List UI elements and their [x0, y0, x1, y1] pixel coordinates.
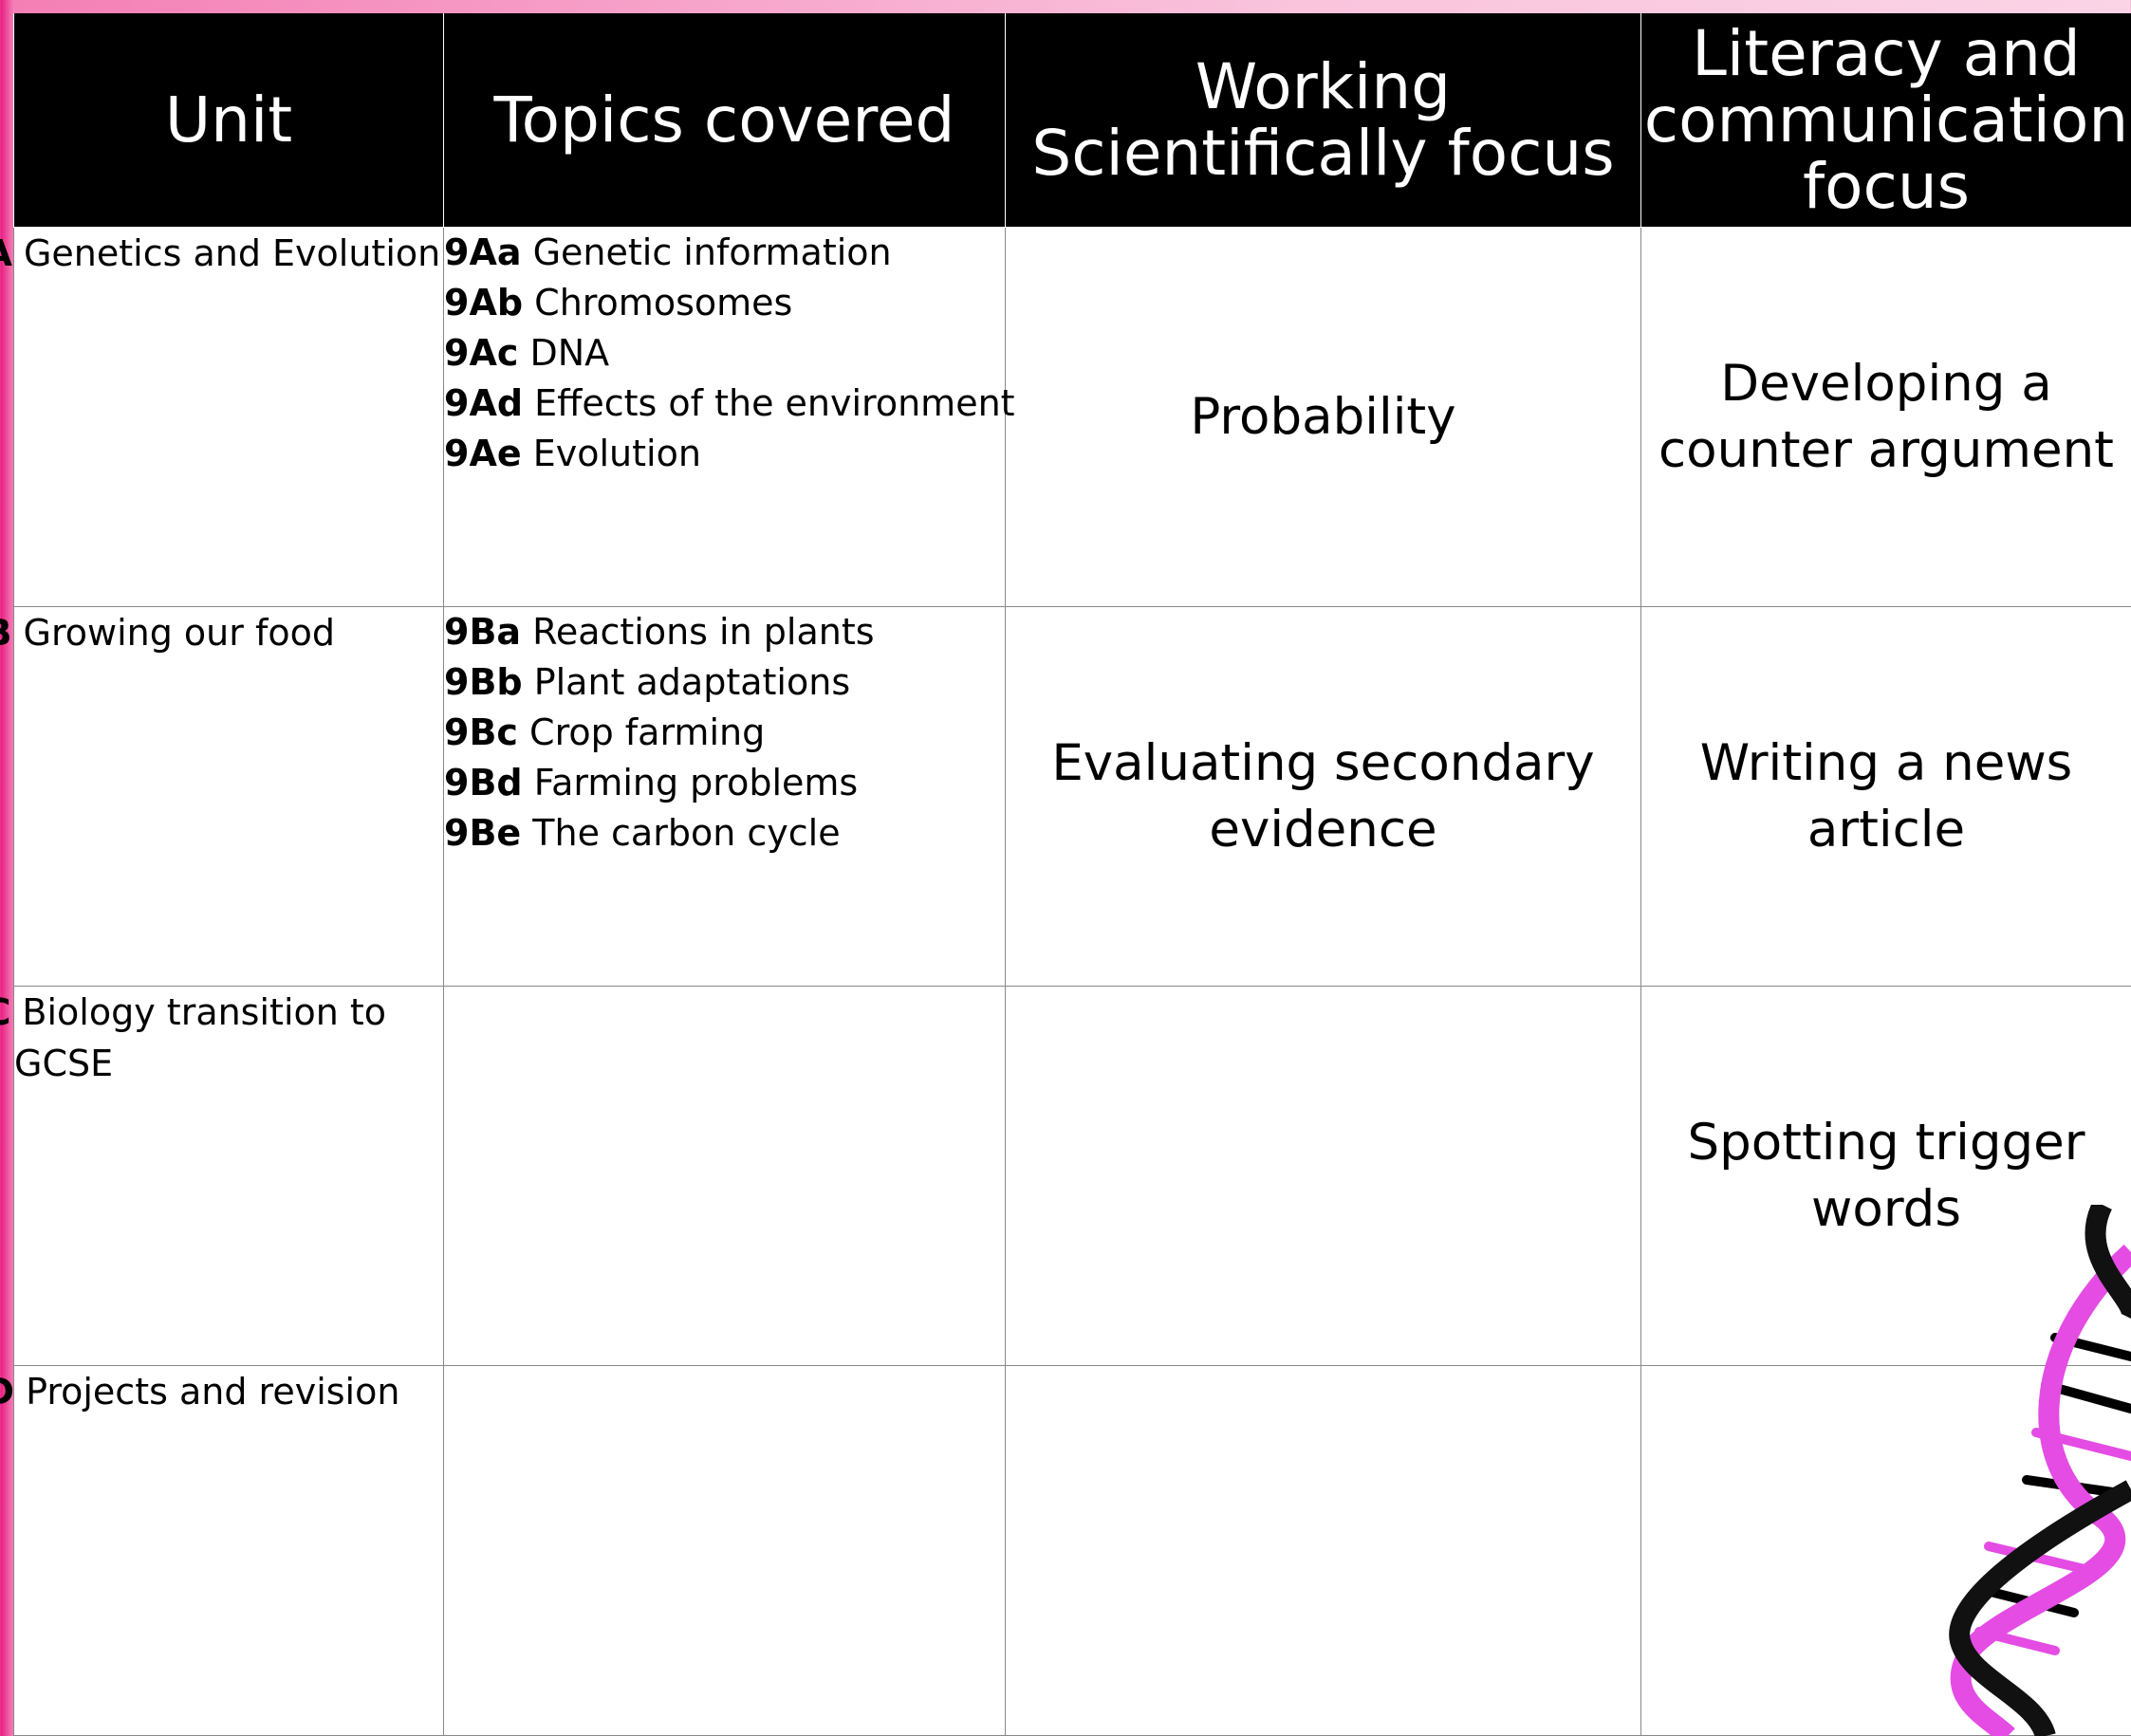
topic: 9Ab Chromosomes [444, 278, 1005, 328]
column-header: Working Scientifically focus [1005, 13, 1641, 228]
working-scientifically-cell: Evaluating secondary evidence [1005, 606, 1641, 987]
topic-code: 9Ab [444, 282, 524, 323]
dna-illustration [1949, 1205, 2131, 1736]
topics-cell [443, 1365, 1006, 1736]
working-scientifically-cell [1005, 986, 1641, 1366]
topic-name: Chromosomes [534, 282, 793, 323]
unit-name: Growing our food [23, 612, 335, 654]
topic: 9Ad Effects of the environment [444, 379, 1015, 429]
topic-code: 9Be [444, 812, 522, 854]
unit-code: 9C [0, 991, 10, 1033]
column-header: Unit [13, 13, 444, 228]
column-header: Topics covered [443, 13, 1006, 228]
topic-code: 9Ae [444, 433, 522, 474]
table-row: 9D Projects and revision [0, 1365, 2131, 1736]
unit-name: Projects and revision [26, 1371, 400, 1413]
unit-cell: 9A Genetics and Evolution [0, 227, 444, 607]
column-header: Literacy and communication focus [1640, 13, 2131, 228]
topic-name: The carbon cycle [532, 812, 841, 854]
unit-code: 9A [0, 232, 12, 274]
topic-code: 9Ba [444, 611, 522, 653]
header-row: Unit Topics covered Working Scientifically… [13, 13, 2131, 228]
unit-cell: 9B Growing our food [0, 606, 444, 987]
topic: 9Be The carbon cycle [444, 808, 1005, 859]
literacy-cell: Writing a news article [1640, 606, 2131, 987]
topic-code: 9Ac [444, 332, 519, 374]
unit-code: 9B [0, 612, 11, 654]
topic-code: 9Aa [444, 231, 522, 273]
working-scientifically-cell [1005, 1365, 1641, 1736]
topic: 9Ba Reactions in plants [444, 607, 1005, 657]
topic: 9Bc Crop farming [444, 708, 1005, 758]
topic-name: Reactions in plants [532, 611, 875, 653]
topic-name: Genetic information [532, 231, 892, 273]
unit-name: Biology transition to GCSE [14, 991, 387, 1084]
topic-name: DNA [529, 332, 610, 374]
topics-cell [443, 986, 1006, 1366]
unit-name: Genetics and Evolution [23, 232, 441, 274]
topic-code: 9Bd [444, 762, 523, 803]
literacy-cell: Developing a counter argument [1640, 227, 2131, 607]
working-scientifically-text: Evaluating secondary evidence [1051, 733, 1595, 859]
literacy-text: Spotting trigger words [1687, 1113, 2085, 1238]
topic-code: 9Bb [444, 661, 523, 703]
literacy-text: Developing a counter argument [1658, 354, 2114, 479]
topic-name: Plant adaptations [533, 661, 851, 703]
topics-cell: 9Aa Genetic information 9Ab Chromosomes 9A… [443, 227, 1015, 607]
topic-code: 9Bc [444, 711, 518, 753]
unit-code: 9D [0, 1371, 14, 1413]
curriculum-table: Unit Topics covered Working Scientifically… [0, 13, 2131, 1736]
topic: 9Bd Farming problems [444, 758, 1005, 808]
literacy-cell: Spotting trigger words [1640, 986, 2131, 1366]
working-scientifically-text: Probability [1190, 387, 1456, 446]
unit-cell: 9D Projects and revision [0, 1365, 444, 1736]
topic-code: 9Ad [444, 382, 524, 424]
topic: 9Ae Evolution [444, 429, 1005, 479]
literacy-text: Writing a news article [1699, 733, 2073, 859]
topic: 9Aa Genetic information [444, 228, 1005, 278]
topic-name: Evolution [532, 433, 701, 474]
topic-name: Farming problems [533, 762, 859, 803]
topic-name: Crop farming [529, 711, 766, 753]
unit-cell: 9C Biology transition to GCSE [0, 986, 444, 1366]
topic: 9Bb Plant adaptations [444, 657, 1005, 708]
topics-cell: 9Ba Reactions in plants 9Bb Plant adaptat… [443, 606, 1006, 987]
working-scientifically-cell: Probability [1005, 227, 1641, 607]
table-row: 9C Biology transition to GCSE Spotting tr… [0, 986, 2131, 1366]
topic-name: Effects of the environment [534, 382, 1015, 424]
topic: 9Ac DNA [444, 328, 1005, 379]
